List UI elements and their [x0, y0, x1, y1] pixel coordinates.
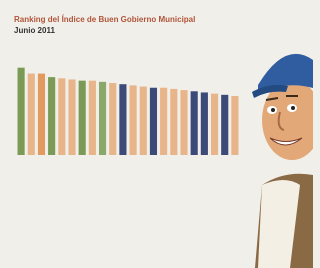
bar — [89, 81, 96, 155]
bar — [130, 85, 137, 155]
bar — [109, 83, 116, 155]
page: Ranking del Índice de Buen Gobierno Muni… — [0, 0, 313, 268]
bar — [119, 84, 126, 155]
bar — [140, 87, 147, 155]
bar — [38, 74, 45, 155]
chart-title: Ranking del Índice de Buen Gobierno Muni… — [14, 15, 195, 24]
bar — [201, 92, 208, 155]
bar — [79, 81, 86, 155]
bar — [99, 82, 106, 155]
bar — [150, 88, 157, 155]
chart-subtitle: Junio 2011 — [14, 26, 55, 35]
bar — [180, 90, 187, 155]
bar — [231, 96, 238, 155]
bar — [58, 78, 65, 155]
bar — [160, 88, 167, 155]
bar — [191, 91, 198, 155]
bar — [18, 68, 25, 155]
bar — [221, 95, 228, 155]
bar — [28, 74, 35, 155]
bar — [68, 79, 75, 155]
bar — [170, 89, 177, 155]
bar — [48, 77, 55, 155]
bar — [211, 94, 218, 155]
